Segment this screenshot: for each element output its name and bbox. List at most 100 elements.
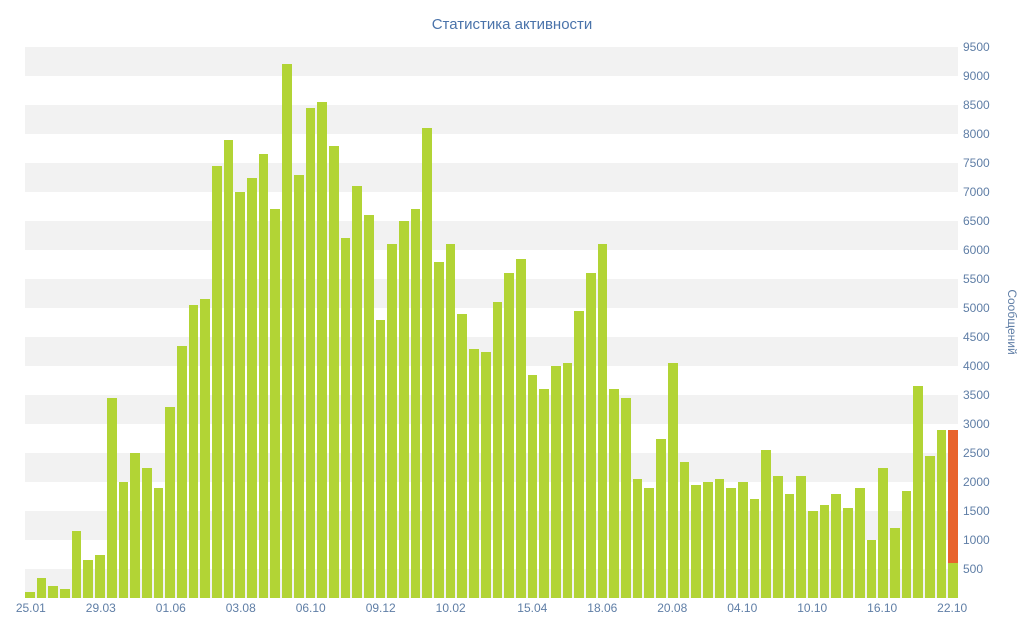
bar bbox=[387, 244, 397, 598]
x-tick-label: 15.04 bbox=[517, 601, 548, 615]
bar bbox=[679, 461, 690, 598]
bar bbox=[282, 64, 292, 598]
bar bbox=[866, 540, 877, 598]
y-tick-label: 500 bbox=[963, 562, 984, 576]
bar bbox=[702, 482, 713, 598]
bar bbox=[656, 438, 666, 598]
bar bbox=[819, 505, 830, 598]
x-tick-label: 09.12 bbox=[365, 601, 396, 615]
x-axis: 25.01 29.03 01.06 03.08 06.10 09.12 10.02 15.04… bbox=[16, 601, 967, 617]
x-tick-label: 22.10 bbox=[937, 601, 968, 615]
x-tick-label: 10.02 bbox=[435, 601, 466, 615]
plot-area bbox=[25, 47, 958, 598]
bar bbox=[188, 305, 199, 598]
bar bbox=[176, 345, 187, 598]
bar bbox=[562, 363, 573, 598]
bar bbox=[141, 467, 152, 598]
bar bbox=[130, 453, 140, 598]
bar bbox=[597, 244, 608, 598]
bar bbox=[71, 531, 82, 598]
bar bbox=[352, 186, 362, 598]
chart-title: Статистика активности bbox=[431, 16, 593, 33]
bar bbox=[410, 209, 421, 598]
bar bbox=[317, 102, 327, 598]
highlight-bar bbox=[948, 429, 958, 598]
bar bbox=[726, 487, 736, 598]
bar bbox=[714, 479, 725, 598]
y-tick-label: 8500 bbox=[963, 98, 990, 112]
x-tick-label: 04.10 bbox=[727, 601, 758, 615]
y-tick-label: 1500 bbox=[963, 504, 990, 518]
bar bbox=[492, 302, 503, 598]
bar bbox=[363, 215, 374, 598]
y-tick-label: 1000 bbox=[963, 533, 990, 547]
bar bbox=[48, 586, 59, 598]
bar bbox=[375, 319, 386, 598]
bar bbox=[445, 244, 456, 598]
bar bbox=[737, 482, 748, 598]
bar bbox=[95, 554, 105, 598]
bar bbox=[340, 238, 351, 598]
y-tick-label: 2500 bbox=[963, 446, 990, 460]
bar bbox=[831, 493, 842, 598]
bar bbox=[878, 467, 888, 598]
bar bbox=[153, 487, 164, 598]
bar bbox=[936, 429, 947, 598]
bar bbox=[586, 273, 596, 598]
x-tick-label: 01.06 bbox=[155, 601, 186, 615]
bar bbox=[223, 139, 234, 598]
bar bbox=[632, 479, 643, 598]
x-tick-label: 06.10 bbox=[295, 601, 326, 615]
bar bbox=[749, 499, 760, 598]
bar bbox=[609, 389, 620, 598]
bar bbox=[118, 482, 129, 598]
y-axis-title: Сообщений bbox=[1005, 289, 1019, 355]
bar bbox=[843, 508, 853, 598]
y-tick-label: 6500 bbox=[963, 214, 990, 228]
y-tick-label: 4500 bbox=[963, 330, 990, 344]
bar bbox=[469, 348, 479, 598]
bar bbox=[328, 145, 339, 598]
bar bbox=[515, 258, 526, 598]
bar bbox=[235, 192, 246, 598]
bar bbox=[480, 351, 491, 598]
y-tick-label: 5000 bbox=[963, 301, 990, 315]
bar bbox=[644, 487, 655, 598]
bar bbox=[247, 177, 257, 598]
bar bbox=[200, 299, 210, 598]
x-tick-label: 29.03 bbox=[85, 601, 116, 615]
bar bbox=[621, 397, 631, 598]
y-tick-label: 2000 bbox=[963, 474, 990, 489]
bar bbox=[527, 374, 538, 598]
bar bbox=[901, 490, 912, 598]
y-tick-label: 8000 bbox=[963, 127, 990, 141]
bar bbox=[667, 363, 678, 598]
highlight-bar-orange-segment bbox=[948, 429, 958, 564]
y-tick-label: 9500 bbox=[963, 40, 990, 54]
bar bbox=[212, 165, 222, 598]
x-tick-label: 25.01 bbox=[15, 601, 46, 615]
bar bbox=[539, 389, 549, 598]
bar bbox=[796, 476, 807, 598]
bar bbox=[36, 577, 47, 598]
x-tick-label: 10.10 bbox=[797, 601, 828, 615]
bar bbox=[422, 128, 433, 598]
bar bbox=[773, 476, 783, 598]
y-tick-label: 4000 bbox=[963, 359, 990, 373]
bar bbox=[106, 397, 117, 598]
bar bbox=[691, 484, 701, 598]
bar bbox=[83, 560, 94, 598]
bar bbox=[784, 493, 795, 598]
y-tick-label: 6000 bbox=[963, 243, 990, 257]
bar bbox=[457, 313, 468, 598]
bar bbox=[761, 450, 771, 598]
bar bbox=[434, 261, 444, 598]
bar bbox=[889, 528, 900, 598]
y-tick-label: 7500 bbox=[963, 156, 990, 170]
bar bbox=[854, 487, 865, 598]
bar bbox=[60, 589, 70, 598]
bars-container bbox=[25, 47, 958, 598]
bar bbox=[913, 386, 923, 598]
bar bbox=[25, 592, 35, 598]
x-tick-label: 16.10 bbox=[867, 601, 898, 615]
